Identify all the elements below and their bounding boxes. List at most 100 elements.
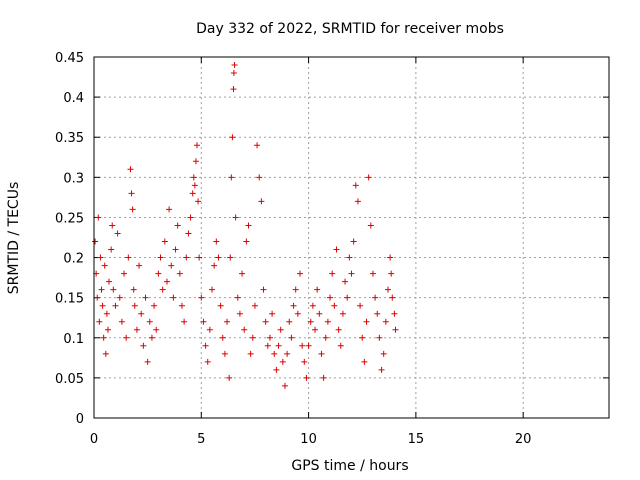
data-point [236,310,243,317]
data-point [125,254,132,261]
data-point [331,302,338,309]
plot-frame [93,56,610,419]
data-point [361,358,368,365]
data-point [232,214,239,221]
data-point [365,174,372,181]
data-point [211,262,218,269]
data-point [174,222,181,229]
data-point [339,310,346,317]
data-point [314,286,321,293]
data-point [195,198,202,205]
data-point [258,198,265,205]
data-point [292,286,299,293]
data-point [157,254,164,261]
data-point [312,326,319,333]
data-point [243,238,250,245]
data-point [318,350,325,357]
data-point [189,190,196,197]
data-point [288,334,295,341]
y-axis-title: SRMTID / TECUs [6,182,22,295]
data-point [290,302,297,309]
data-point [352,182,359,189]
data-point [130,286,137,293]
y-tick-label: 0.15 [55,292,84,307]
data-point [146,318,153,325]
data-point [384,286,391,293]
x-tick-label: 20 [515,432,532,447]
data-point [200,318,207,325]
data-point [144,358,151,365]
data-point [284,350,291,357]
data-point [309,302,316,309]
data-point [392,326,399,333]
data-point [230,86,237,93]
data-points [92,62,399,389]
data-point [166,206,173,213]
data-point [322,334,329,341]
data-point [256,174,263,181]
data-point [202,342,209,349]
data-point [307,318,314,325]
data-point [286,318,293,325]
data-point [209,286,216,293]
data-point [264,342,271,349]
data-point [187,214,194,221]
data-point [239,270,246,277]
data-point [231,62,238,69]
data-point [131,302,138,309]
data-point [380,350,387,357]
x-tick-label: 10 [300,432,317,447]
data-point [391,310,398,317]
data-point [219,334,226,341]
data-point [217,302,224,309]
data-point [116,294,123,301]
x-tick-label: 15 [408,432,425,447]
data-point [376,334,383,341]
data-point [227,254,234,261]
data-point [357,302,364,309]
data-point [106,278,113,285]
data-point [305,342,312,349]
data-point [204,358,211,365]
data-point [297,270,303,277]
data-point [333,246,340,253]
data-point [97,254,104,261]
data-point [163,278,170,285]
data-point [374,310,381,317]
data-point [299,342,306,349]
data-point [260,286,267,293]
data-point [104,326,111,333]
data-point [335,326,342,333]
data-point [176,270,183,277]
x-tick-label: 5 [197,432,205,447]
data-point [234,294,241,301]
data-point [350,238,357,245]
data-point [388,270,395,277]
data-point [369,270,376,277]
data-point [224,318,231,325]
data-point [221,350,228,357]
y-tick-label: 0.1 [63,332,84,347]
data-point [191,182,198,189]
data-point [387,254,394,261]
data-point [108,246,115,253]
y-tick-label: 0.05 [55,372,84,387]
x-tick-label: 0 [90,432,98,447]
data-point [269,310,276,317]
grid-lines [94,57,609,418]
data-point [194,142,200,149]
data-point [172,246,179,253]
data-point [254,142,261,149]
data-point [378,366,385,373]
y-tick-label: 0.3 [63,171,84,186]
data-point [140,342,147,349]
data-point [266,334,273,341]
data-point [148,334,155,341]
data-point [168,262,175,269]
data-point [294,310,301,317]
data-point [99,302,106,309]
data-point [251,302,258,309]
data-point [123,334,130,341]
data-point [103,310,110,317]
